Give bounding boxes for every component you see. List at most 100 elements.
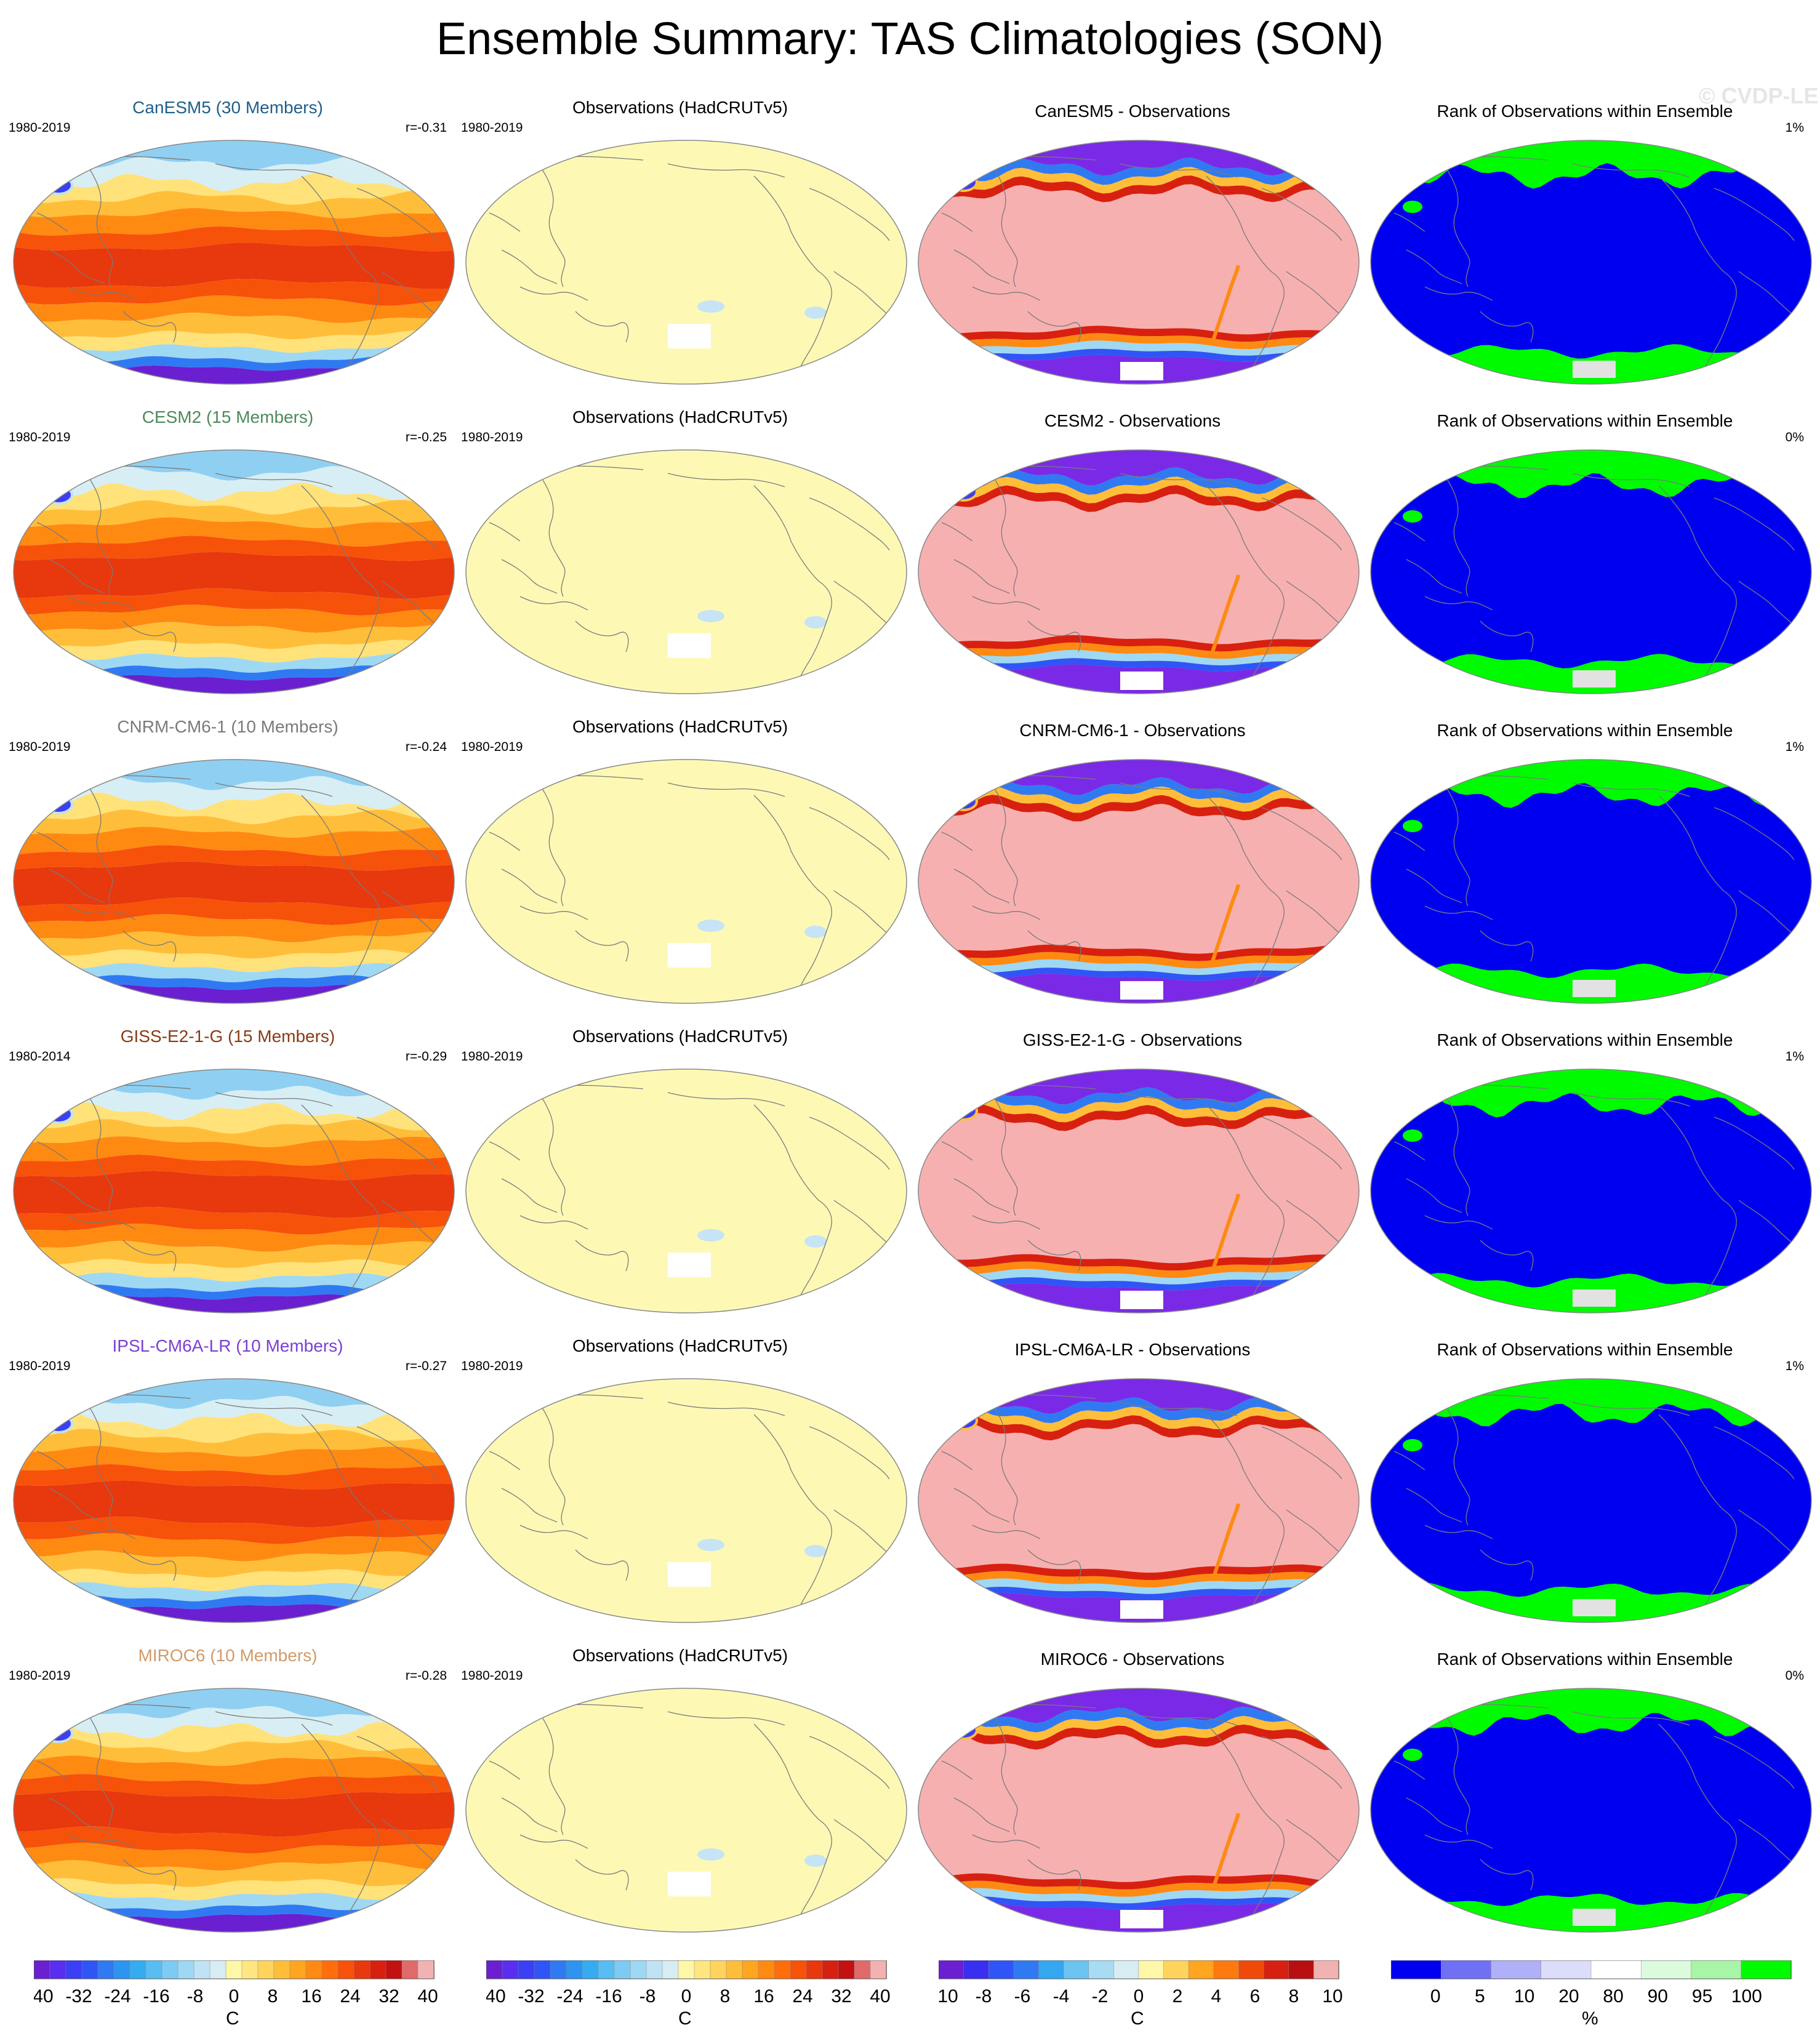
panel-title: IPSL-CM6A-LR (10 Members) xyxy=(112,1336,343,1355)
colorbar-swatch xyxy=(145,1960,162,1979)
tas-band-1 xyxy=(14,1704,454,1739)
coastline-5 xyxy=(1206,795,1285,919)
obs-map xyxy=(465,1068,908,1314)
colorbar-tick-label: 90 xyxy=(1648,1986,1668,2007)
colorbar-tick-label: 0 xyxy=(1430,1986,1441,2007)
coastline-9 xyxy=(215,1401,333,1416)
colorbar-tick-label: -40 xyxy=(486,1986,506,2007)
coastline-2 xyxy=(1424,596,1493,611)
tas-band-9 xyxy=(14,1860,454,1887)
tas-band-2 xyxy=(14,1102,454,1134)
diff-band-0 xyxy=(918,140,1359,176)
coastline-3 xyxy=(1480,930,1534,962)
obs-gap xyxy=(697,610,724,622)
coastline-7 xyxy=(1714,1117,1795,1170)
coastline-5 xyxy=(1206,485,1285,609)
coastline-5 xyxy=(1206,1414,1285,1538)
colorbar-swatch xyxy=(790,1960,807,1979)
model-map xyxy=(12,1068,455,1314)
coastline-0 xyxy=(990,782,1018,907)
obs-gap xyxy=(804,307,827,319)
coastline-3 xyxy=(1027,1859,1081,1891)
colorbar-swatch xyxy=(1113,1960,1139,1979)
panel-title: Observations (HadCRUTv5) xyxy=(572,1646,788,1665)
rank-map xyxy=(1369,1068,1813,1314)
coastline-4 xyxy=(1393,1760,1425,1780)
colorbar-frame xyxy=(486,1960,887,1979)
panel-title: CESM2 (15 Members) xyxy=(142,407,314,427)
diff-band-3 xyxy=(918,1723,1359,1750)
coastline-7 xyxy=(809,188,890,241)
rank-panel: Rank of Observations within Ensemble 1% xyxy=(1357,716,1813,1024)
coastline-0 xyxy=(1443,1401,1470,1526)
diff-band-5 xyxy=(918,1880,1359,1897)
coastline-1 xyxy=(1406,1178,1462,1213)
coastline-1 xyxy=(1406,1797,1462,1832)
model-map xyxy=(12,1377,455,1624)
diff-missing xyxy=(1120,1910,1163,1928)
coastline-7 xyxy=(1714,807,1795,860)
coastline-2 xyxy=(519,1215,588,1230)
colorbar-unit: C xyxy=(226,2008,239,2029)
coastline-3 xyxy=(1027,620,1081,652)
coastline-2 xyxy=(67,286,136,301)
diff-band-1 xyxy=(918,1396,1359,1424)
tas-band-4 xyxy=(14,827,454,856)
rank-map xyxy=(1369,1687,1813,1933)
coastlines xyxy=(1393,775,1801,993)
diff-band-5 xyxy=(918,333,1359,350)
tas-band-11 xyxy=(14,1582,454,1602)
coastline-1 xyxy=(953,559,1010,594)
colorbar-swatch xyxy=(1741,1960,1792,1979)
diff-band-5 xyxy=(918,1261,1359,1278)
tas-band-9 xyxy=(14,931,454,959)
coastline-2 xyxy=(519,286,588,301)
map-outline xyxy=(465,140,907,385)
diff-panel: CanESM5 - Observations xyxy=(905,97,1360,405)
coastline-5 xyxy=(1658,1104,1737,1229)
coastline-3 xyxy=(575,930,629,962)
coastline-2 xyxy=(972,1834,1041,1849)
rank-field xyxy=(1371,450,1811,694)
coastline-9 xyxy=(667,1401,785,1416)
colorbar-tick-label: -6 xyxy=(1014,1986,1031,2007)
diff-band-7 xyxy=(918,968,1359,981)
diff-missing xyxy=(1120,1291,1163,1309)
rank-missing xyxy=(1573,670,1616,688)
diff-map-svg xyxy=(918,140,1360,385)
diff-band-4 xyxy=(918,635,1359,652)
rank-missing xyxy=(1573,361,1616,378)
diff-map xyxy=(917,1068,1360,1314)
coastlines xyxy=(489,775,896,993)
obs-map-svg xyxy=(465,1688,907,1933)
panel-title: IPSL-CM6A-LR - Observations xyxy=(1014,1340,1251,1359)
rank-missing xyxy=(1573,980,1616,997)
colorbar-swatch xyxy=(1038,1960,1064,1979)
coastline-1 xyxy=(49,249,105,284)
colorbar-tick-label: -40 xyxy=(34,1986,54,2007)
diff-band-5 xyxy=(918,952,1359,969)
rank-high-patch xyxy=(1403,820,1422,832)
diff-band-3 xyxy=(918,1414,1359,1441)
colorbar-swatch xyxy=(630,1960,647,1979)
coastline-3 xyxy=(1480,1859,1534,1891)
coastline-4 xyxy=(489,1451,521,1470)
colorbar-tick-label: -16 xyxy=(143,1986,169,2007)
period-label: 1980-2019 xyxy=(9,1359,71,1373)
panel-title: Rank of Observations within Ensemble xyxy=(1437,1030,1733,1049)
coastline-1 xyxy=(501,1178,558,1213)
obs-gap xyxy=(697,1229,724,1241)
diff-band-1 xyxy=(918,777,1359,804)
coastline-9 xyxy=(667,782,785,797)
colorbar-tick-label: 24 xyxy=(340,1986,360,2007)
rank-map-svg xyxy=(1370,449,1812,694)
colorbar-swatch xyxy=(1391,1960,1442,1979)
coastline-3 xyxy=(122,1549,177,1581)
colorbar-swatch xyxy=(502,1960,519,1979)
colorbar-swatch xyxy=(305,1960,323,1979)
coastline-1 xyxy=(1406,559,1462,594)
colorbar-swatch xyxy=(870,1960,887,1979)
diff-map xyxy=(917,1377,1360,1624)
coastline-5 xyxy=(301,485,380,609)
obs-missing xyxy=(668,1253,711,1277)
